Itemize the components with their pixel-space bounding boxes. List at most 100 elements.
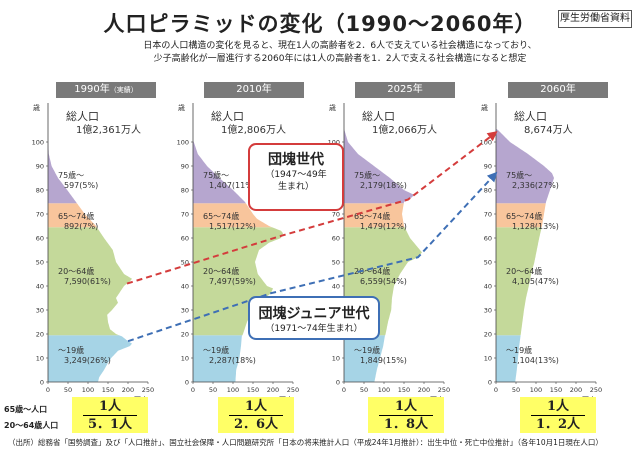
age-group-label: 65～74歳 — [203, 211, 239, 221]
ratio-bottom: 1．8人 — [383, 417, 429, 432]
band-20-64 — [496, 227, 542, 336]
fraction-line — [229, 415, 283, 416]
year-header-1990: 1990年（実績） — [56, 82, 156, 98]
band-65-74 — [193, 203, 272, 228]
age-group-value: 1,407(11%) — [209, 181, 256, 190]
footer-source: （出所）総務省「国勢調査」及び「人口推計」、国立社会保障・人口問題研究所「日本の… — [8, 438, 603, 447]
cohort-arrow-junior — [127, 171, 498, 343]
age-group-value: 3,249(26%) — [64, 356, 111, 365]
y-tick-label: 100 — [328, 139, 340, 147]
band-20-64 — [48, 227, 132, 336]
fraction-line — [531, 415, 585, 416]
y-tick-label: 50 — [484, 259, 492, 267]
x-tick-label: 150 — [550, 386, 562, 394]
age-group-label: 20～64歳 — [203, 266, 239, 276]
x-tick-label: 50 — [512, 386, 520, 394]
total-population-label: 総人口 — [211, 109, 244, 123]
ratio-box-1990: 1人 5．1人 — [72, 397, 148, 433]
age-group-label: 20～64歳 — [58, 266, 94, 276]
subtitle: 日本の人口構造の変化を見ると、現在1人の高齢者を2．6人で支えている社会構造にな… — [60, 40, 620, 66]
source-badge: 厚生労働省資料 — [558, 10, 632, 28]
age-group-label: 75歳～ — [203, 170, 229, 180]
x-tick-label: 200 — [418, 386, 430, 394]
y-tick-label: 60 — [36, 235, 44, 243]
age-group-value: 4,105(47%) — [512, 277, 559, 286]
x-tick-label: 250 — [287, 386, 299, 394]
callout-title: 団塊ジュニア世代 — [258, 306, 370, 322]
year-header-2010: 2010年 — [204, 82, 304, 98]
total-population-value: 8,674万人 — [524, 124, 573, 136]
ratio-bottom: 1．2人 — [535, 417, 581, 432]
y-tick-label: 40 — [484, 283, 492, 291]
y-tick-label: 10 — [332, 355, 340, 363]
age-group-label: 75歳～ — [58, 170, 84, 180]
year-header-2025: 2025年 — [355, 82, 455, 98]
x-tick-label: 0 — [191, 386, 195, 394]
x-tick-label: 200 — [122, 386, 134, 394]
fraction-line — [379, 415, 433, 416]
x-tick-label: 0 — [494, 386, 498, 394]
age-group-label: ～19歳 — [506, 345, 532, 355]
y-tick-label: 30 — [36, 307, 44, 315]
y-tick-label: 100 — [480, 139, 492, 147]
age-group-value: 1,849(15%) — [360, 356, 407, 365]
band-0-19 — [193, 335, 243, 382]
band-65-74 — [48, 203, 97, 228]
age-group-value: 1,517(12%) — [209, 222, 256, 231]
y-tick-label: 50 — [332, 259, 340, 267]
y-tick-label: 40 — [332, 283, 340, 291]
x-tick-label: 150 — [247, 386, 259, 394]
year-note: （実績） — [109, 86, 138, 94]
age-group-value: 1,104(13%) — [512, 356, 559, 365]
age-group-label: 75歳～ — [354, 170, 380, 180]
y-tick-label: 20 — [36, 331, 44, 339]
y-tick-label: 60 — [332, 235, 340, 243]
band-0-19 — [48, 335, 132, 382]
age-group-label: 20～64歳 — [354, 266, 390, 276]
age-group-value: 7,497(59%) — [209, 277, 256, 286]
y-tick-label: 80 — [36, 187, 44, 195]
total-population-label: 総人口 — [514, 109, 547, 123]
age-group-label: ～19歳 — [354, 345, 380, 355]
ratio-top: 1人 — [98, 399, 122, 414]
ratio-box-2025: 1人 1．8人 — [368, 397, 444, 433]
x-tick-label: 150 — [398, 386, 410, 394]
age-group-value: 597(5%) — [64, 181, 98, 190]
year-label: 2025年 — [387, 84, 423, 95]
subtitle-line: 少子高齢化が一層進行する2060年には1人の高齢者を1．2人で支える社会構造にな… — [153, 54, 527, 64]
ratio-top: 1人 — [244, 399, 268, 414]
y-tick-label: 0 — [40, 379, 44, 387]
age-group-label: 20～64歳 — [506, 266, 542, 276]
age-group-label: 65～74歳 — [354, 211, 390, 221]
age-group-value: 2,179(18%) — [360, 181, 407, 190]
y-tick-label: 0 — [336, 379, 340, 387]
total-population-label: 総人口 — [362, 109, 395, 123]
subtitle-line: 日本の人口構造の変化を見ると、現在1人の高齢者を2．6人で支えている社会構造にな… — [143, 41, 537, 51]
age-group-label: ～19歳 — [203, 345, 229, 355]
x-tick-label: 200 — [570, 386, 582, 394]
year-label: 2060年 — [540, 84, 576, 95]
y-tick-label: 10 — [181, 355, 189, 363]
page-title: 人口ピラミッドの変化（1990～2060年） — [103, 12, 537, 36]
age-group-label: 75歳～ — [506, 170, 532, 180]
total-population-value: 1億2,066万人 — [372, 123, 437, 136]
x-tick-label: 250 — [438, 386, 450, 394]
callout-dankai-junior: 団塊ジュニア世代 （1971～74年生まれ） — [248, 296, 380, 340]
band-65-74 — [496, 203, 546, 228]
total-population-value: 1億2,806万人 — [221, 123, 286, 136]
ratio-box-2010: 1人 2．6人 — [218, 397, 294, 433]
y-unit-label: 歳 — [329, 103, 336, 112]
y-unit-label: 歳 — [33, 103, 40, 112]
age-group-value: 1,128(13%) — [512, 222, 559, 231]
callout-line: 生まれ） — [277, 182, 314, 192]
band-20-64 — [193, 227, 283, 336]
callout-dankai: 団塊世代 （1947～49年 生まれ） — [248, 143, 344, 211]
y-tick-label: 60 — [181, 235, 189, 243]
age-group-value: 2,336(27%) — [512, 181, 559, 190]
age-group-label: 65～74歳 — [58, 211, 94, 221]
y-tick-label: 60 — [484, 235, 492, 243]
band-65-74 — [344, 203, 405, 228]
callout-line: （1971～74年生まれ） — [265, 324, 363, 334]
ratio-label-top: 65歳～人口 — [4, 405, 48, 414]
y-tick-label: 50 — [36, 259, 44, 267]
